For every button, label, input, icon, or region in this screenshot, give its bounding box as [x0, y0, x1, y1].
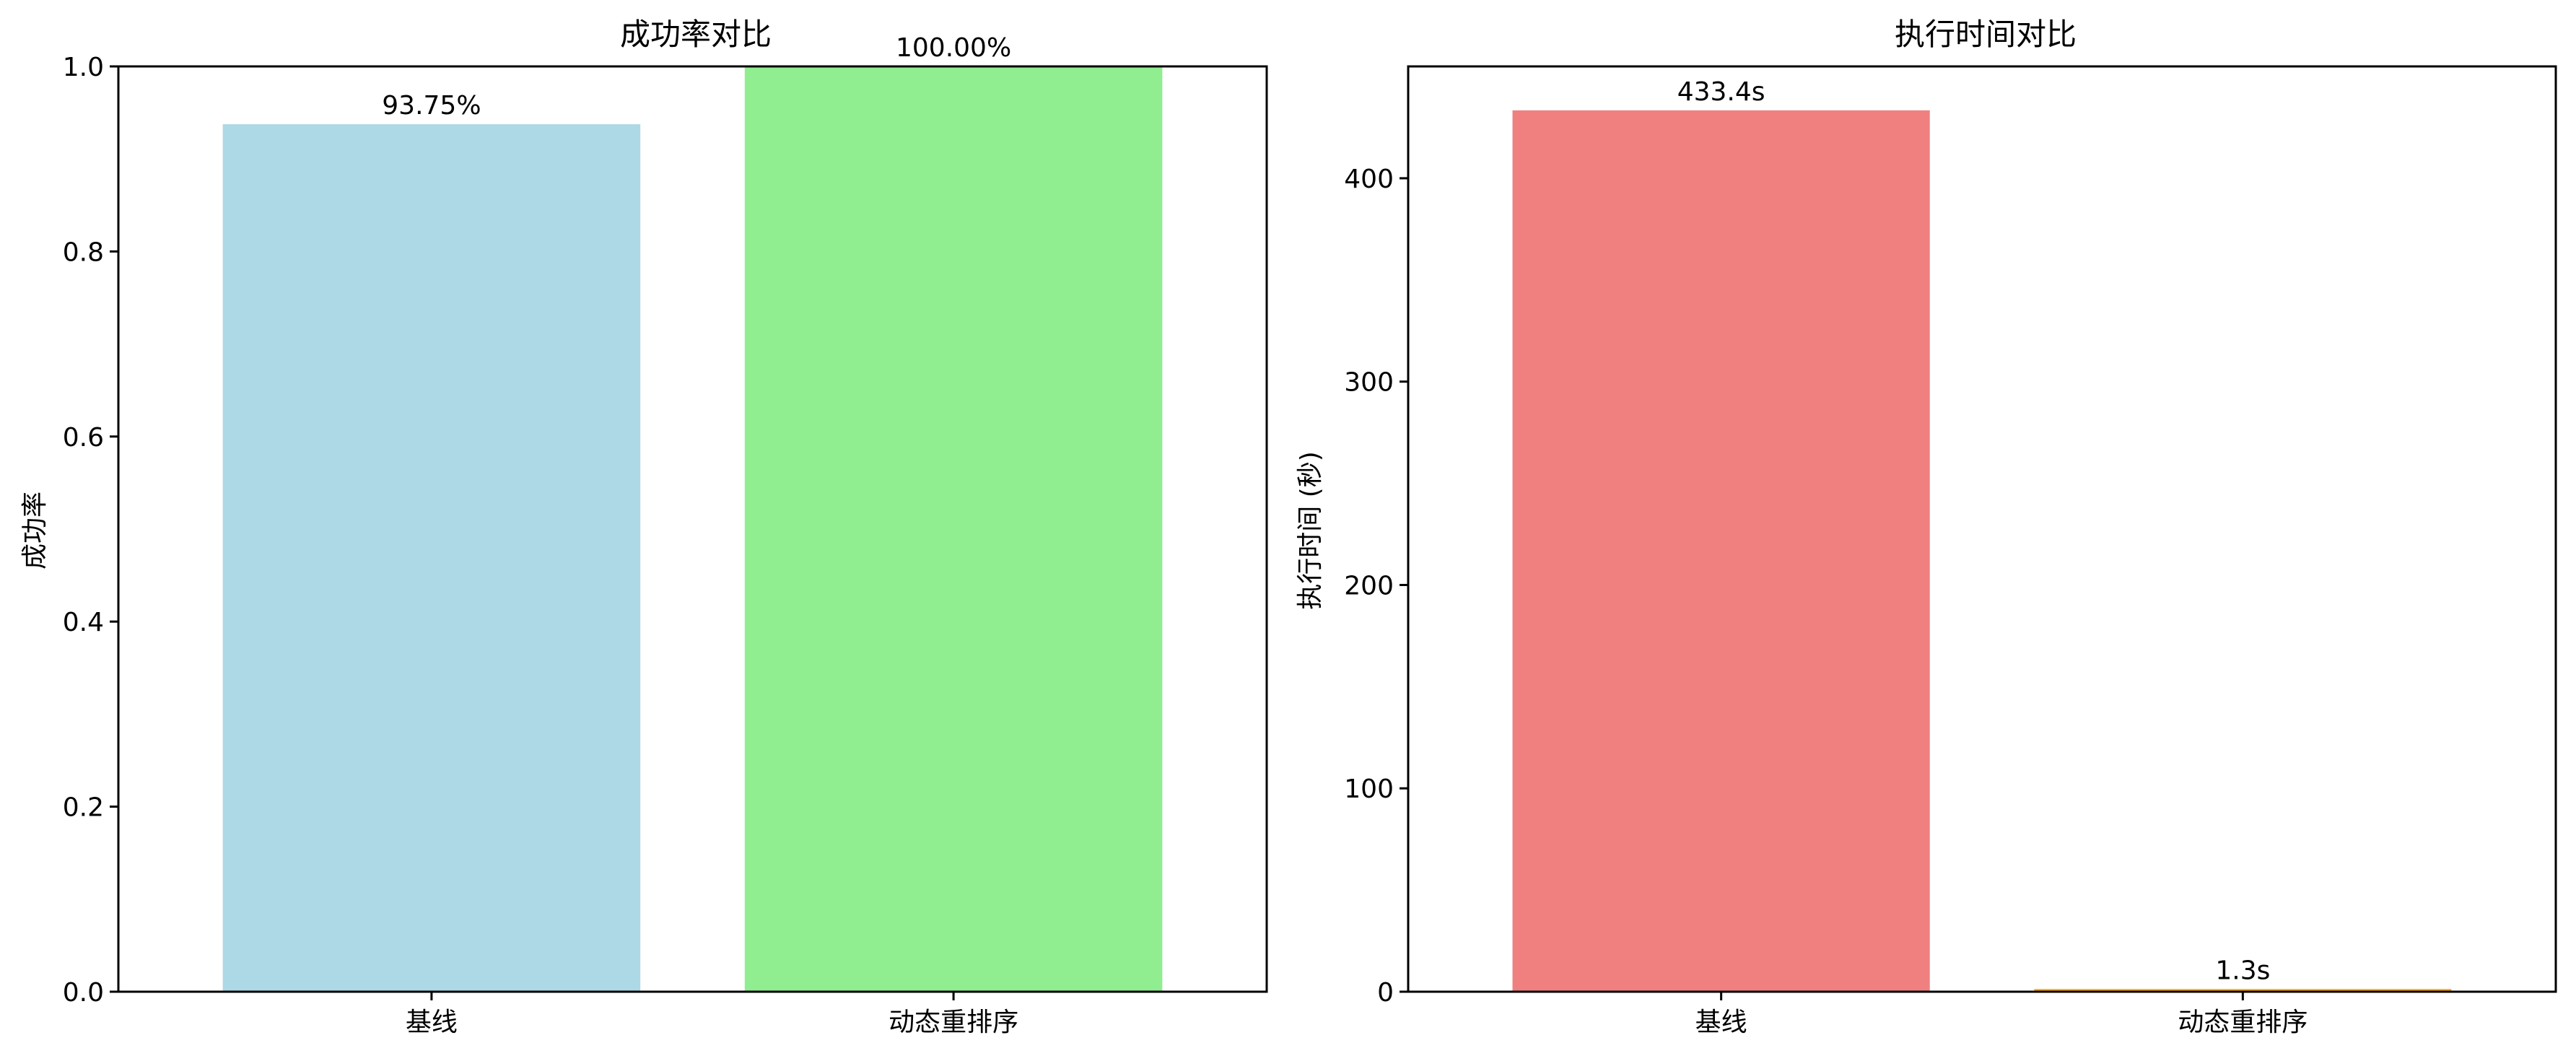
x-ticks-group: 基线 动态重排序 — [1695, 992, 2308, 1037]
bars-group — [1512, 110, 2452, 992]
plot-frame — [117, 65, 1268, 993]
y-tick-label-0: 0 — [1377, 978, 1394, 1008]
data-label-0: 93.75% — [382, 91, 481, 121]
x-ticks-group: 基线 动态重排序 — [406, 992, 1018, 1037]
x-tick-label-1: 动态重排序 — [2178, 1008, 2308, 1037]
data-labels-group: 433.4s 1.3s — [1677, 77, 2271, 985]
chart-title: 成功率对比 — [620, 17, 772, 52]
execution-time-chart: 执行时间对比 执行时间 (秒) 433.4s 1.3s 0 100 200 300 400… — [1296, 17, 2557, 1037]
bar-1 — [744, 66, 1163, 992]
chart-title: 执行时间对比 — [1895, 17, 2077, 52]
x-tick-label-0: 基线 — [1695, 1008, 1747, 1037]
data-label-0: 433.4s — [1677, 77, 1765, 107]
y-tick-label-5: 1.0 — [63, 53, 104, 82]
y-ticks-group: 0.0 0.2 0.4 0.6 0.8 1.0 — [63, 53, 118, 1008]
x-tick-label-1: 动态重排序 — [888, 1008, 1018, 1037]
y-ticks-group: 0 100 200 300 400 — [1344, 165, 1408, 1008]
bars-group — [222, 66, 1163, 992]
bar-0 — [1512, 110, 1930, 992]
data-label-1: 100.00% — [896, 33, 1011, 63]
y-tick-label-2: 200 — [1344, 571, 1394, 601]
y-tick-label-3: 300 — [1344, 368, 1394, 398]
data-label-1: 1.3s — [2215, 956, 2270, 985]
y-tick-label-1: 0.2 — [63, 793, 104, 823]
data-labels-group: 93.75% 100.00% — [382, 33, 1011, 121]
y-tick-label-2: 0.4 — [63, 608, 104, 637]
bar-1 — [2034, 989, 2452, 992]
plot-frame — [1407, 65, 2557, 993]
x-tick-label-0: 基线 — [406, 1008, 458, 1037]
y-axis-label: 成功率 — [20, 492, 50, 569]
y-tick-label-4: 0.8 — [63, 237, 104, 267]
y-axis-label: 执行时间 (秒) — [1296, 451, 1325, 610]
success-rate-chart: 成功率对比 成功率 93.75% 100.00% 0.0 0.2 0.4 0.6 0.8 1… — [20, 17, 1268, 1037]
y-tick-label-3: 0.6 — [63, 423, 104, 453]
y-tick-label-4: 400 — [1344, 165, 1394, 194]
y-tick-label-1: 100 — [1344, 774, 1394, 804]
y-tick-label-0: 0.0 — [63, 978, 104, 1008]
bar-0 — [222, 124, 641, 992]
